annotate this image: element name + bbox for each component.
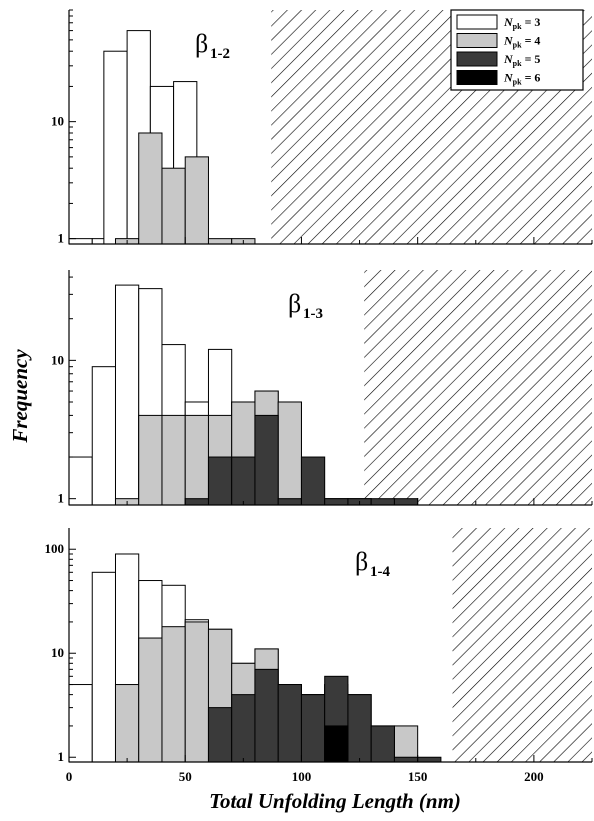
histogram-bar [277, 401, 302, 506]
histogram-bar [207, 707, 233, 763]
legend-label: Npk = 5 [503, 52, 540, 68]
histogram-bar [347, 694, 372, 763]
panel-label-subscript: 1-2 [210, 46, 230, 62]
y-tick-label: 10 [51, 645, 64, 660]
y-axis-title: Frequency [8, 349, 32, 444]
legend-label: Npk = 3 [503, 15, 540, 31]
legend-entry: Npk = 4 [456, 33, 540, 50]
histogram-bar [184, 621, 209, 763]
histogram-bar [324, 725, 349, 763]
legend-entry: Npk = 6 [456, 70, 540, 87]
legend-label: Npk = 6 [503, 71, 540, 87]
histogram-bar [68, 238, 93, 245]
panel-2: 1 10 β 1-3 [51, 270, 593, 506]
y-tick-label: 1 [58, 491, 65, 506]
legend-label: Npk = 4 [503, 34, 540, 50]
histogram-bar [207, 456, 233, 506]
histogram-bar [138, 414, 163, 506]
legend-swatch [456, 33, 498, 48]
histogram-bar [277, 498, 302, 506]
panel-label: β [288, 289, 301, 318]
x-axis-title: Total Unfolding Length (nm) [209, 789, 461, 813]
histogram-bar [161, 414, 186, 506]
histogram-bar [91, 571, 116, 763]
histogram-bar [138, 637, 163, 763]
panel-label: β [195, 29, 208, 58]
histogram-bar [300, 456, 326, 506]
histogram-bar [277, 684, 302, 763]
histogram-bar [184, 414, 209, 506]
histogram-bar [184, 498, 209, 506]
x-tick-label: 100 [292, 769, 312, 784]
histogram-bar [370, 498, 395, 506]
histogram-bar [68, 456, 93, 506]
legend-swatch [456, 51, 498, 67]
histogram-bar [161, 167, 186, 245]
y-tick-label: 10 [51, 352, 64, 367]
series-npk-5 [207, 668, 442, 763]
histogram-bar [231, 456, 256, 506]
histogram-bar [300, 694, 326, 763]
x-tick-label: 50 [179, 769, 192, 784]
legend-swatch [456, 70, 498, 85]
histogram-bar [68, 684, 93, 763]
panel-3: 1 10 100 β 1-4 [45, 528, 593, 764]
y-tick-label: 100 [45, 541, 65, 556]
histogram-bar [254, 414, 279, 506]
histogram-bar [114, 284, 140, 506]
histogram-bar [103, 50, 128, 245]
legend: Npk = 3 Npk = 4 Npk = 5 Npk = 6 [450, 9, 584, 91]
histogram-bar [324, 498, 349, 506]
panel-label-subscript: 1-4 [370, 564, 390, 580]
legend-swatch [456, 14, 498, 30]
histogram-bar [370, 725, 395, 763]
histogram-bar [161, 626, 186, 763]
legend-entry: Npk = 5 [456, 51, 540, 68]
y-tick-label: 10 [51, 114, 64, 129]
panel-label: β [355, 547, 368, 576]
histogram-bar [91, 366, 116, 506]
histogram-bar [417, 756, 442, 763]
histogram-bar [231, 694, 256, 763]
histogram-bar [207, 238, 233, 245]
histogram-bar [254, 668, 279, 763]
histogram-bar [393, 725, 419, 763]
series-npk-6 [324, 725, 349, 763]
hatched-region [364, 270, 592, 505]
y-tick-label: 1 [58, 231, 65, 246]
x-tick-label: 200 [524, 769, 544, 784]
x-tick-label: 0 [66, 769, 73, 784]
histogram-bar [114, 684, 140, 763]
histogram-bar [393, 756, 419, 763]
y-tick-label: 1 [58, 749, 65, 764]
panel-label-subscript: 1-3 [303, 306, 323, 322]
hatched-region [452, 528, 592, 762]
histogram-bar [393, 498, 419, 506]
histogram-bar [138, 132, 163, 245]
x-tick-label: 150 [408, 769, 428, 784]
histogram-bar [184, 156, 209, 245]
legend-entry: Npk = 3 [456, 14, 540, 31]
